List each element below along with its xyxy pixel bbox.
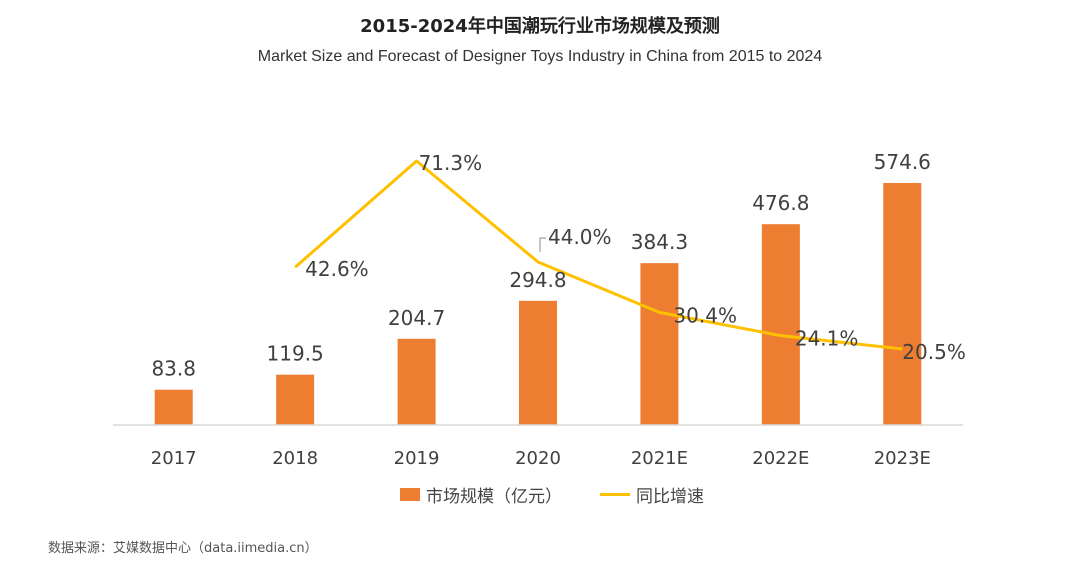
bar-2018 — [276, 374, 315, 425]
chart-subtitle: Market Size and Forecast of Designer Toy… — [257, 48, 823, 65]
legend-item-bar: 市场规模（亿元） — [400, 482, 562, 507]
legend: 市场规模（亿元） 同比增速 — [0, 482, 1080, 508]
legend-bar-label: 市场规模（亿元） — [426, 487, 562, 507]
bar-value-label: 574.6 — [874, 150, 931, 174]
label-leader-line — [539, 237, 546, 253]
source-note: 数据来源：艾媒数据中心（data.iimedia.cn） — [48, 541, 318, 556]
x-tick-label: 2019 — [394, 448, 440, 469]
x-tick-label: 2023E — [874, 448, 931, 469]
legend-line-swatch — [600, 493, 630, 496]
bar-2017 — [154, 389, 193, 425]
bar-2023E — [883, 183, 922, 425]
bar-value-label: 384.3 — [631, 230, 688, 254]
legend-item-line: 同比增速 — [600, 482, 704, 507]
bar-value-label: 83.8 — [151, 357, 196, 381]
growth-rate-label: 20.5% — [902, 340, 966, 364]
growth-rate-label: 71.3% — [419, 151, 483, 175]
bar-value-label: 294.8 — [509, 268, 566, 292]
bar-value-label: 476.8 — [752, 191, 809, 215]
growth-rate-line — [294, 159, 903, 351]
bar-2021E — [640, 263, 679, 425]
chart-area: 83.8 119.5 204.7 294.8 384.3 476.8 574.6 42.6% 7… — [113, 150, 966, 469]
bar-2020 — [519, 300, 557, 425]
growth-rate-label: 42.6% — [305, 257, 369, 281]
growth-rate-label: 24.1% — [795, 327, 859, 351]
growth-rate-label: 30.4% — [673, 303, 737, 327]
chart-title: 2015-2024年中国潮玩行业市场规模及预测 — [360, 16, 720, 37]
bar-2019 — [397, 338, 436, 425]
bar-2022E — [761, 224, 800, 425]
legend-line-label: 同比增速 — [636, 487, 704, 507]
x-tick-label: 2020 — [515, 448, 561, 469]
x-tick-label: 2018 — [272, 448, 318, 469]
legend-bar-swatch — [400, 488, 420, 501]
x-tick-label: 2022E — [752, 448, 809, 469]
bar-value-label: 204.7 — [388, 306, 445, 330]
x-tick-label: 2021E — [631, 448, 688, 469]
bar-value-label: 119.5 — [267, 342, 324, 366]
x-tick-label: 2017 — [151, 448, 197, 469]
growth-rate-label: 44.0% — [548, 225, 612, 249]
